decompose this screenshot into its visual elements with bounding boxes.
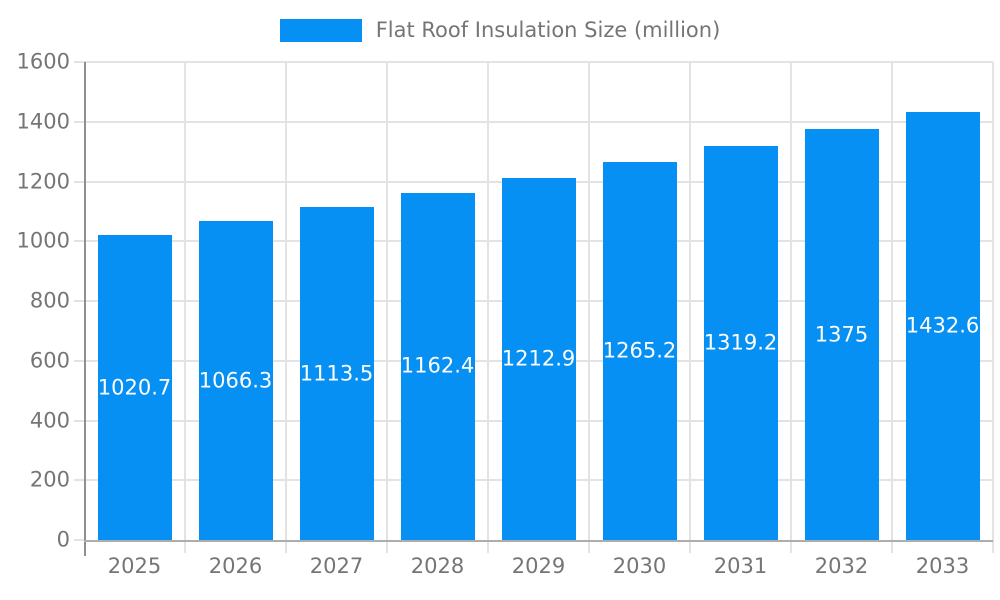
x-axis-tick bbox=[184, 540, 186, 553]
bar bbox=[299, 207, 374, 540]
bar-value-label: 1113.5 bbox=[299, 361, 374, 386]
y-axis-label: 1000 bbox=[16, 228, 70, 253]
chart-legend: Flat Roof Insulation Size (million) bbox=[0, 18, 1000, 42]
x-gridline bbox=[487, 62, 489, 540]
x-axis-label: 2029 bbox=[511, 554, 566, 578]
bar-value-label: 1020.7 bbox=[97, 375, 172, 400]
y-axis-label: 400 bbox=[29, 408, 70, 432]
x-axis-label: 2030 bbox=[612, 554, 667, 578]
x-axis-tick bbox=[689, 540, 691, 553]
y-axis-tick bbox=[74, 180, 84, 183]
x-axis-line bbox=[84, 540, 993, 542]
y-axis-label: 600 bbox=[29, 348, 70, 373]
y-axis-label: 0 bbox=[56, 527, 70, 552]
y-axis-label: 1200 bbox=[16, 169, 70, 193]
x-gridline bbox=[386, 62, 388, 540]
y-axis-tick bbox=[74, 419, 84, 422]
plot-area: 0 200 400 600 800 1000 1200 1400 1600 1020.7 2025 1… bbox=[17, 51, 994, 577]
x-axis-tick bbox=[891, 540, 893, 553]
bar-value-label: 1265.2 bbox=[602, 338, 677, 363]
bar bbox=[703, 145, 778, 540]
legend-label: Flat Roof Insulation Size (million) bbox=[375, 18, 721, 42]
bar-value-label: 1162.4 bbox=[400, 353, 475, 378]
x-gridline bbox=[790, 62, 792, 540]
y-axis-tick bbox=[74, 479, 84, 482]
bar-value-label: 1066.3 bbox=[198, 368, 273, 393]
x-axis-label: 2026 bbox=[208, 554, 263, 578]
bar-value-label: 1212.9 bbox=[501, 346, 576, 371]
x-gridline bbox=[588, 62, 590, 540]
x-gridline bbox=[992, 62, 994, 540]
y-axis-tick bbox=[74, 300, 84, 302]
bar bbox=[501, 177, 576, 540]
x-axis-tick bbox=[992, 540, 994, 553]
x-axis-label: 2033 bbox=[915, 554, 970, 578]
bar bbox=[602, 162, 677, 540]
bar bbox=[905, 112, 980, 540]
x-axis-tick bbox=[386, 540, 388, 553]
y-gridline bbox=[84, 120, 993, 123]
x-axis-label: 2027 bbox=[309, 554, 364, 578]
x-axis-label: 2031 bbox=[713, 554, 768, 578]
bar-value-label: 1375 bbox=[814, 322, 869, 347]
y-axis-label: 200 bbox=[29, 467, 70, 492]
y-axis-label: 1600 bbox=[16, 49, 70, 74]
y-axis-line bbox=[84, 62, 86, 556]
y-axis-label: 800 bbox=[29, 288, 70, 313]
x-axis-tick bbox=[790, 540, 792, 553]
x-gridline bbox=[285, 62, 287, 540]
bar bbox=[400, 192, 475, 540]
x-axis-label: 2028 bbox=[410, 554, 465, 578]
bar-value-label: 1432.6 bbox=[905, 313, 980, 338]
x-gridline bbox=[891, 62, 893, 540]
y-axis-tick bbox=[74, 120, 84, 123]
bar bbox=[804, 129, 879, 540]
x-axis-tick bbox=[285, 540, 287, 553]
y-axis-label: 1400 bbox=[16, 109, 70, 134]
bar bbox=[198, 221, 273, 540]
x-axis-label: 2032 bbox=[814, 554, 869, 578]
legend-swatch[interactable] bbox=[279, 18, 362, 42]
x-axis-tick bbox=[588, 540, 590, 553]
y-axis-tick bbox=[74, 61, 84, 63]
y-axis-tick bbox=[74, 539, 84, 541]
bar-value-label: 1319.2 bbox=[703, 330, 778, 355]
x-gridline bbox=[184, 62, 186, 540]
y-axis-tick bbox=[74, 240, 84, 243]
x-gridline bbox=[689, 62, 691, 540]
x-axis-label: 2025 bbox=[107, 554, 162, 578]
y-gridline bbox=[84, 61, 993, 63]
x-axis-tick bbox=[487, 540, 489, 553]
y-axis-tick bbox=[74, 359, 84, 362]
bar bbox=[97, 235, 172, 540]
